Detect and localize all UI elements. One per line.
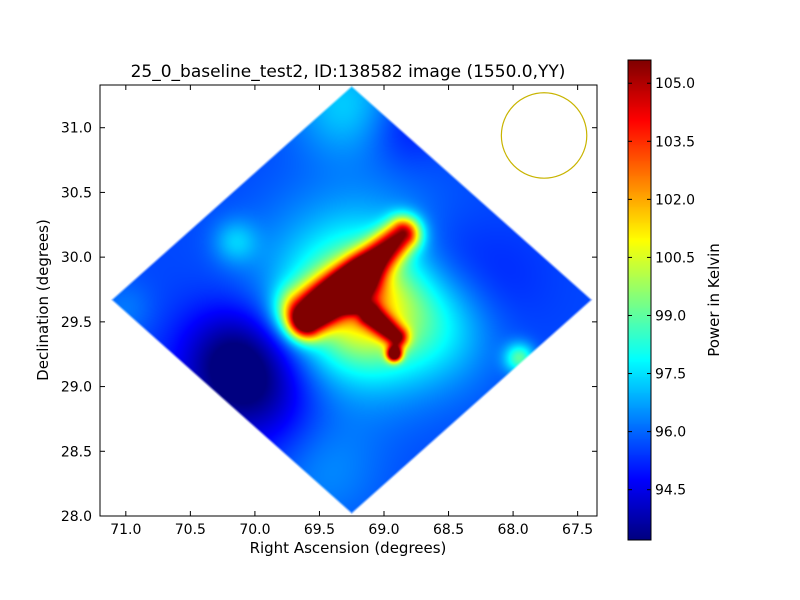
x-tick-label: 69.0 [368,522,399,538]
colorbar-tick-label: 102.0 [655,192,695,208]
plot-area [99,84,598,517]
y-tick-label: 30.0 [61,250,92,266]
colorbar-ticks: 94.5 96.0 97.5 99.0 100.5 102.0 103.5 105.0 [628,76,695,499]
colorbar-tick-label: 94.5 [655,483,686,499]
colorbar-gradient [628,60,651,540]
x-tick-label: 68.5 [433,522,464,538]
y-tick-label: 28.0 [61,509,92,525]
colorbar-tick-label: 103.5 [655,134,695,150]
beam-circle [500,92,588,179]
y-tick-label: 29.5 [61,315,92,331]
y-tick-label: 31.0 [61,121,92,137]
colorbar-frame [627,59,652,541]
colorbar-tick-label: 100.5 [655,250,695,266]
x-tick-label: 70.5 [175,522,206,538]
x-axis-ticks: 71.0 70.5 70.0 69.5 69.0 68.5 68.0 67.5 [110,85,593,538]
colorbar: 94.5 96.0 97.5 99.0 100.5 102.0 103.5 105.0 Pow… [627,59,723,541]
y-tick-label: 28.5 [61,444,92,460]
colorbar-label: Power in Kelvin [705,243,723,357]
colorbar-tick-label: 105.0 [655,76,695,92]
y-tick-label: 30.5 [61,185,92,201]
y-axis-ticks: 28.0 28.5 29.0 29.5 30.0 30.5 31.0 [61,121,597,525]
colorbar-tick-label: 97.5 [655,367,686,383]
y-tick-label: 29.0 [61,380,92,396]
y-axis-label: Declination (degrees) [34,219,52,381]
x-tick-label: 67.5 [562,522,593,538]
x-tick-label: 70.0 [239,522,270,538]
heatmap-image [100,85,597,516]
x-tick-label: 71.0 [110,522,141,538]
colorbar-tick-label: 99.0 [655,308,686,324]
chart-title: 25_0_baseline_test2, ID:138582 image (15… [131,62,566,82]
x-tick-label: 68.0 [498,522,529,538]
x-tick-label: 69.5 [304,522,335,538]
colorbar-tick-label: 96.0 [655,425,686,441]
x-axis-label: Right Ascension (degrees) [250,539,447,557]
plot-frame [99,84,598,517]
